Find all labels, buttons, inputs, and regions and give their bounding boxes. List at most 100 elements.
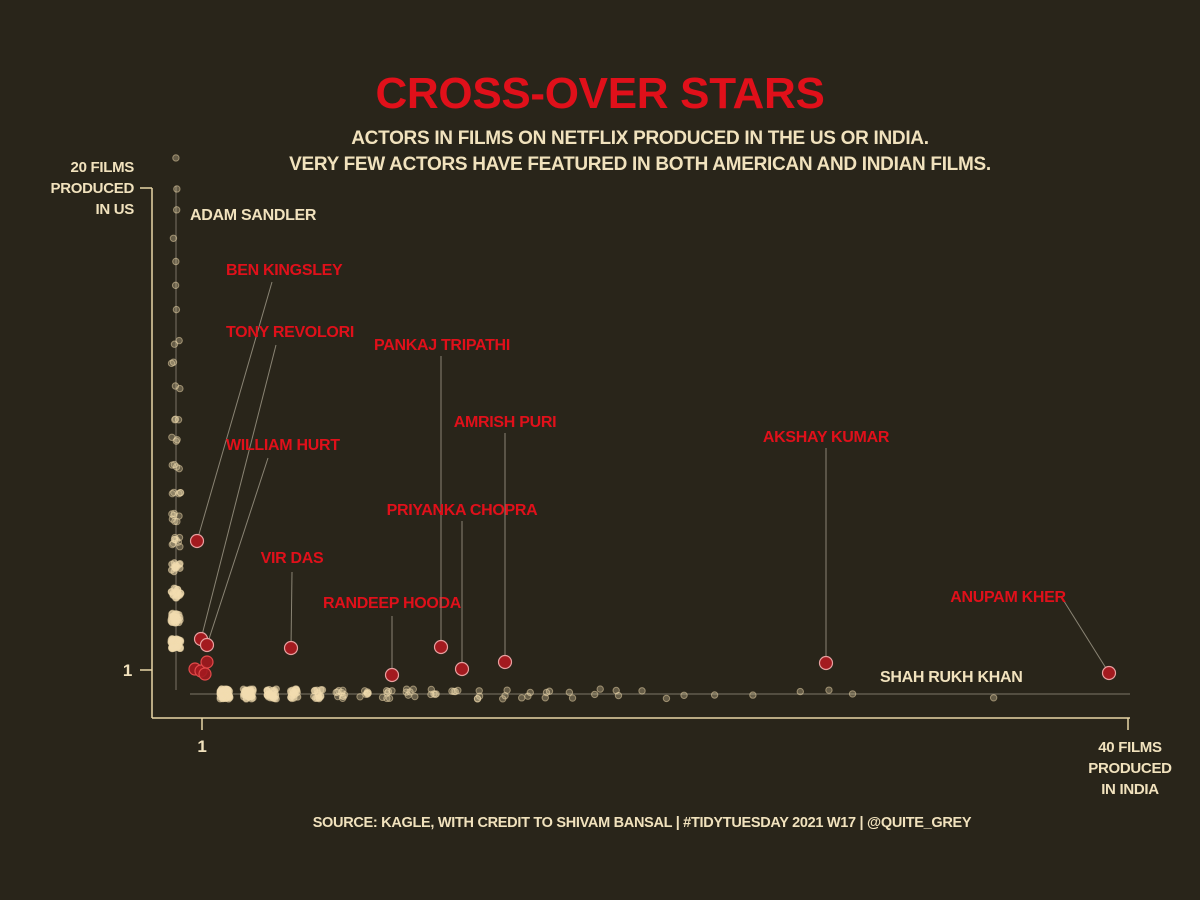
actor-label: PANKAJ TRIPATHI	[374, 337, 510, 354]
data-point	[524, 692, 532, 700]
data-point	[388, 687, 396, 695]
data-point	[168, 433, 176, 441]
data-point	[363, 689, 371, 697]
data-point	[638, 687, 646, 695]
data-point	[333, 688, 342, 696]
actor-label: SHAH RUKH KHAN	[880, 669, 1022, 686]
highlight-point	[283, 640, 299, 656]
chart-subtitle-line: VERY FEW ACTORS HAVE FEATURED IN BOTH AM…	[289, 154, 991, 175]
x-axis-label-line: PRODUCED	[1088, 760, 1172, 777]
data-point	[246, 687, 254, 695]
data-point	[315, 694, 323, 703]
data-point	[176, 589, 185, 597]
data-point	[411, 692, 419, 701]
data-point	[565, 688, 574, 697]
actor-label: WILLIAM HURT	[226, 437, 340, 454]
data-point	[542, 688, 551, 697]
data-point	[171, 281, 180, 290]
leader-line	[196, 281, 273, 542]
data-point	[216, 687, 225, 695]
actor-label: AKSHAY KUMAR	[763, 429, 890, 446]
actor-label: VIR DAS	[261, 550, 324, 567]
data-point	[175, 636, 184, 644]
data-point	[176, 384, 184, 393]
data-point	[167, 359, 176, 368]
data-point	[223, 693, 232, 702]
data-point	[431, 690, 439, 699]
highlight-point	[497, 654, 513, 670]
data-point	[172, 257, 180, 266]
actor-label: AMRISH PURI	[454, 414, 556, 431]
data-point	[269, 694, 277, 702]
data-point	[176, 543, 184, 551]
highlight-point	[189, 533, 205, 549]
data-point	[568, 694, 577, 702]
highlight-point	[384, 667, 400, 683]
data-point	[173, 185, 181, 193]
y-axis-label-line: IN US	[95, 201, 134, 218]
data-point	[169, 234, 178, 242]
highlight-point	[199, 637, 215, 653]
data-point	[222, 685, 231, 693]
data-point	[596, 685, 604, 693]
leader-line	[206, 457, 269, 646]
data-point	[378, 693, 387, 702]
data-point	[385, 694, 394, 703]
highlight-point	[433, 639, 449, 655]
data-point	[172, 154, 180, 162]
data-point	[175, 618, 183, 627]
data-point	[749, 691, 757, 699]
actor-label: PRIYANKA CHOPRA	[387, 502, 539, 519]
data-point	[796, 687, 804, 696]
highlight-point	[198, 667, 212, 681]
data-point	[168, 489, 177, 498]
actor-label: BEN KINGSLEY	[226, 262, 343, 279]
data-point	[270, 686, 279, 695]
data-point	[680, 691, 688, 699]
y-tick-label: 1	[123, 661, 132, 680]
data-point	[172, 206, 181, 214]
highlight-point	[1101, 665, 1117, 681]
x-tick-label: 1	[197, 737, 206, 756]
y-axis-label-line: 20 FILMS	[71, 159, 135, 176]
chart-subtitle-line: ACTORS IN FILMS ON NETFLIX PRODUCED IN T…	[351, 128, 928, 149]
data-point	[356, 693, 364, 701]
data-point	[989, 694, 998, 702]
x-axis-label-line: IN INDIA	[1101, 781, 1159, 798]
data-point	[662, 694, 671, 703]
data-point	[614, 691, 623, 700]
data-point	[448, 687, 456, 695]
highlight-point	[200, 655, 214, 669]
data-point	[172, 643, 181, 651]
data-point	[173, 517, 181, 526]
data-point	[501, 692, 509, 700]
data-point	[263, 687, 272, 695]
leader-line	[290, 571, 293, 649]
actor-label: TONY REVOLORI	[226, 324, 354, 341]
data-point	[171, 415, 180, 423]
data-point	[526, 688, 534, 697]
caption: SOURCE: KAGLE, WITH CREDIT TO SHIVAM BAN…	[313, 815, 972, 831]
data-point	[168, 461, 176, 469]
highlight-point	[454, 661, 470, 677]
data-point	[404, 691, 412, 699]
data-point	[175, 336, 183, 345]
actor-label: ADAM SANDLER	[190, 207, 317, 224]
data-point	[169, 539, 177, 548]
data-point	[339, 692, 348, 701]
data-point	[475, 687, 483, 695]
data-point	[175, 464, 183, 473]
data-point	[473, 695, 482, 703]
data-point	[176, 488, 185, 497]
data-point	[825, 686, 833, 694]
data-point	[339, 686, 347, 695]
data-point	[517, 694, 526, 702]
data-point	[848, 690, 857, 698]
data-point	[710, 691, 719, 699]
leader-line	[200, 344, 277, 640]
data-point	[454, 686, 462, 695]
data-point	[170, 509, 178, 518]
highlight-point	[818, 655, 834, 671]
data-point	[168, 635, 176, 643]
